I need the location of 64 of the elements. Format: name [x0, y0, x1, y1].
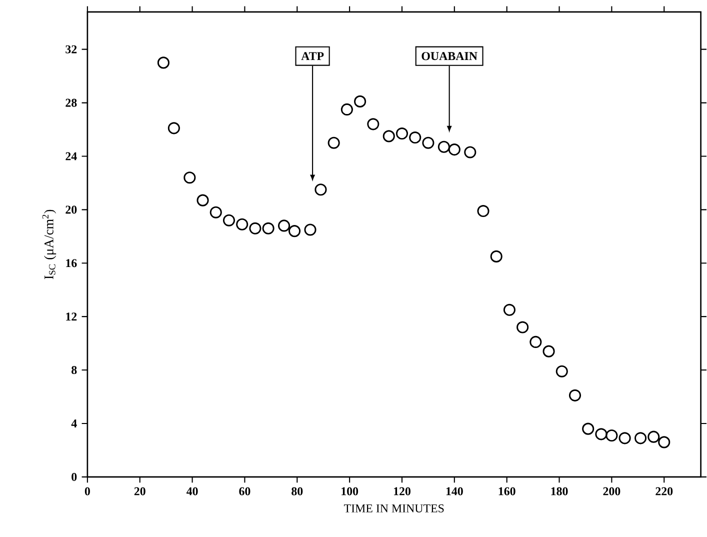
- x-tick-label: 80: [292, 487, 303, 496]
- point: [304, 224, 316, 236]
- point: [448, 144, 460, 156]
- point: [210, 206, 222, 219]
- x-tick-label: 100: [342, 487, 358, 496]
- point: [184, 172, 196, 184]
- y-tick-label: 24: [66, 152, 77, 160]
- x-tick-label: 60: [239, 487, 250, 496]
- point: [477, 205, 490, 218]
- x-tick-label: 220: [656, 487, 673, 496]
- point: [249, 222, 262, 235]
- point: [606, 430, 618, 442]
- y-axis-title: I$_{SC}$ (μA/cm$^{2}$): [42, 210, 56, 280]
- point: [328, 137, 340, 150]
- point: [382, 130, 395, 142]
- x-tick-label: 180: [551, 487, 568, 496]
- x-tick-label: 40: [186, 487, 198, 496]
- point: [542, 346, 555, 358]
- point: [222, 214, 236, 227]
- y-tick-label: 28: [66, 98, 77, 108]
- point: [314, 184, 327, 196]
- x-tick-label: 0: [84, 487, 90, 496]
- point: [422, 137, 434, 150]
- point: [648, 431, 660, 444]
- y-tick-label: 16: [66, 259, 77, 268]
- point: [157, 56, 170, 69]
- point: [340, 104, 353, 116]
- point: [278, 220, 290, 232]
- point: [516, 321, 529, 334]
- point: [396, 128, 408, 140]
- x-tick-label: 200: [603, 487, 620, 496]
- x-axis-title: TIME IN MINUTES: [344, 504, 444, 513]
- point: [168, 122, 180, 134]
- point: [634, 432, 647, 444]
- point: [409, 132, 422, 144]
- point: [354, 96, 366, 108]
- y-tick-label: 0: [72, 473, 77, 482]
- point: [568, 390, 582, 402]
- annotation: ATP: [301, 52, 324, 60]
- point: [582, 423, 594, 436]
- point: [556, 366, 568, 378]
- point: [618, 432, 631, 444]
- point: [503, 304, 516, 316]
- point: [595, 428, 608, 440]
- point: [288, 225, 301, 238]
- y-tick-label: 12: [66, 312, 77, 321]
- point: [658, 436, 670, 448]
- x-tick-label: 160: [498, 487, 516, 496]
- annotation: OUABAIN: [422, 52, 478, 60]
- point: [438, 141, 450, 154]
- x-tick-label: 140: [446, 487, 463, 496]
- point: [236, 218, 248, 231]
- x-tick-label: 20: [134, 487, 146, 496]
- y-tick-label: 32: [66, 46, 77, 54]
- point: [262, 222, 274, 235]
- point: [464, 146, 476, 158]
- y-tick-label: 20: [66, 206, 77, 214]
- x-tick-label: 120: [394, 487, 410, 496]
- point: [530, 336, 542, 348]
- point: [196, 194, 209, 207]
- y-tick-label: 8: [72, 366, 77, 374]
- y-tick-label: 4: [71, 420, 77, 428]
- point: [490, 250, 502, 263]
- point: [367, 118, 380, 130]
